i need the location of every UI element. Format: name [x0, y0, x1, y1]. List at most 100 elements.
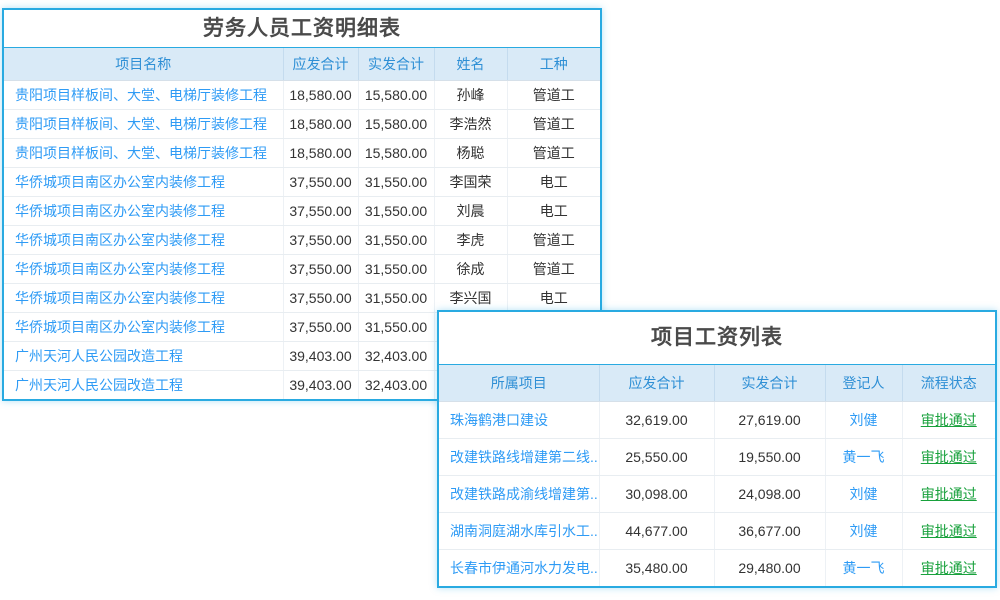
payable-total-value: 18,580.00 [283, 138, 359, 168]
table-row: 华侨城项目南区办公室内装修工程 37,550.00 31,550.00 李兴国 电工 [4, 283, 600, 313]
table-row: 珠海鹤港口建设 32,619.00 27,619.00 刘健 审批通过 [439, 401, 995, 439]
project-name-link[interactable]: 贵阳项目样板间、大堂、电梯厅装修工程 [4, 109, 284, 139]
project-name-link[interactable]: 改建铁路成渝线增建第... [439, 475, 600, 513]
project-name-link[interactable]: 改建铁路线增建第二线... [439, 438, 600, 476]
project-name-link[interactable]: 华侨城项目南区办公室内装修工程 [4, 225, 284, 255]
paid-total-value: 19,550.00 [714, 438, 826, 476]
paid-total-value: 31,550.00 [358, 167, 435, 197]
worker-name: 徐成 [434, 254, 508, 284]
job-type: 管道工 [507, 80, 600, 110]
payable-total-value: 39,403.00 [283, 370, 359, 399]
paid-total-value: 36,677.00 [714, 512, 826, 550]
paid-total-value: 31,550.00 [358, 225, 435, 255]
payable-total-value: 35,480.00 [599, 549, 715, 586]
table-row: 华侨城项目南区办公室内装修工程 37,550.00 31,550.00 李虎 管道工 [4, 225, 600, 255]
table-row: 改建铁路成渝线增建第... 30,098.00 24,098.00 刘健 审批通过 [439, 475, 995, 513]
payable-total-value: 44,677.00 [599, 512, 715, 550]
payable-total-value: 37,550.00 [283, 167, 359, 197]
registrant-link[interactable]: 刘健 [825, 475, 903, 513]
project-name-link[interactable]: 华侨城项目南区办公室内装修工程 [4, 254, 284, 284]
payable-total-value: 37,550.00 [283, 283, 359, 313]
project-name-link[interactable]: 湖南洞庭湖水库引水工... [439, 512, 600, 550]
job-type: 电工 [507, 167, 600, 197]
column-header-worker-name: 姓名 [434, 48, 508, 81]
project-table-title: 项目工资列表 [439, 312, 995, 365]
worker-name: 李浩然 [434, 109, 508, 139]
paid-total-value: 31,550.00 [358, 196, 435, 226]
paid-total-value: 15,580.00 [358, 109, 435, 139]
job-type: 管道工 [507, 254, 600, 284]
flow-status-link[interactable]: 审批通过 [902, 438, 995, 476]
project-name-link[interactable]: 华侨城项目南区办公室内装修工程 [4, 312, 284, 342]
column-header-belonging-project: 所属项目 [439, 365, 600, 402]
table-row: 华侨城项目南区办公室内装修工程 37,550.00 31,550.00 刘晨 电工 [4, 196, 600, 226]
flow-status-link[interactable]: 审批通过 [902, 475, 995, 513]
project-name-link[interactable]: 贵阳项目样板间、大堂、电梯厅装修工程 [4, 138, 284, 168]
project-name-link[interactable]: 珠海鹤港口建设 [439, 401, 600, 439]
table-row: 华侨城项目南区办公室内装修工程 37,550.00 31,550.00 李国荣 电工 [4, 167, 600, 197]
job-type: 管道工 [507, 225, 600, 255]
column-header-payable-total: 应发合计 [599, 365, 715, 402]
worker-name: 李国荣 [434, 167, 508, 197]
table-row: 贵阳项目样板间、大堂、电梯厅装修工程 18,580.00 15,580.00 杨聪 管道… [4, 138, 600, 168]
project-salary-list-panel: 项目工资列表 所属项目 应发合计 实发合计 登记人 流程状态 珠海鹤港口建设 32… [437, 310, 997, 588]
table-row: 贵阳项目样板间、大堂、电梯厅装修工程 18,580.00 15,580.00 孙峰 管道… [4, 80, 600, 110]
registrant-link[interactable]: 刘健 [825, 512, 903, 550]
worker-name: 刘晨 [434, 196, 508, 226]
job-type: 管道工 [507, 109, 600, 139]
payable-total-value: 37,550.00 [283, 196, 359, 226]
payable-total-value: 18,580.00 [283, 80, 359, 110]
worker-name: 孙峰 [434, 80, 508, 110]
payable-total-value: 30,098.00 [599, 475, 715, 513]
paid-total-value: 32,403.00 [358, 341, 435, 371]
project-salary-table: 所属项目 应发合计 实发合计 登记人 流程状态 珠海鹤港口建设 32,619.00… [439, 365, 995, 586]
project-table-header-row: 所属项目 应发合计 实发合计 登记人 流程状态 [439, 365, 995, 402]
worker-name: 李兴国 [434, 283, 508, 313]
project-name-link[interactable]: 华侨城项目南区办公室内装修工程 [4, 196, 284, 226]
labor-table-title: 劳务人员工资明细表 [4, 10, 600, 48]
project-name-link[interactable]: 华侨城项目南区办公室内装修工程 [4, 167, 284, 197]
column-header-paid-total: 实发合计 [714, 365, 826, 402]
paid-total-value: 15,580.00 [358, 80, 435, 110]
column-header-paid-total: 实发合计 [358, 48, 435, 81]
paid-total-value: 31,550.00 [358, 312, 435, 342]
job-type: 电工 [507, 283, 600, 313]
project-name-link[interactable]: 贵阳项目样板间、大堂、电梯厅装修工程 [4, 80, 284, 110]
payable-total-value: 18,580.00 [283, 109, 359, 139]
column-header-flow-status: 流程状态 [902, 365, 995, 402]
table-row: 贵阳项目样板间、大堂、电梯厅装修工程 18,580.00 15,580.00 李浩然管… [4, 109, 600, 139]
paid-total-value: 29,480.00 [714, 549, 826, 586]
paid-total-value: 24,098.00 [714, 475, 826, 513]
payable-total-value: 32,619.00 [599, 401, 715, 439]
table-row: 长春市伊通河水力发电... 35,480.00 29,480.00 黄一飞 审批通过 [439, 549, 995, 586]
paid-total-value: 31,550.00 [358, 283, 435, 313]
worker-name: 李虎 [434, 225, 508, 255]
table-row: 华侨城项目南区办公室内装修工程 37,550.00 31,550.00 徐成 管道工 [4, 254, 600, 284]
job-type: 电工 [507, 196, 600, 226]
paid-total-value: 27,619.00 [714, 401, 826, 439]
payable-total-value: 39,403.00 [283, 341, 359, 371]
column-header-registrant: 登记人 [825, 365, 903, 402]
registrant-link[interactable]: 黄一飞 [825, 549, 903, 586]
project-name-link[interactable]: 长春市伊通河水力发电... [439, 549, 600, 586]
payable-total-value: 37,550.00 [283, 312, 359, 342]
payable-total-value: 25,550.00 [599, 438, 715, 476]
flow-status-link[interactable]: 审批通过 [902, 512, 995, 550]
paid-total-value: 32,403.00 [358, 370, 435, 399]
flow-status-link[interactable]: 审批通过 [902, 401, 995, 439]
job-type: 管道工 [507, 138, 600, 168]
table-row: 湖南洞庭湖水库引水工... 44,677.00 36,677.00 刘健 审批通过 [439, 512, 995, 550]
project-name-link[interactable]: 华侨城项目南区办公室内装修工程 [4, 283, 284, 313]
column-header-job-type: 工种 [507, 48, 600, 81]
column-header-project-name: 项目名称 [4, 48, 284, 81]
registrant-link[interactable]: 黄一飞 [825, 438, 903, 476]
payable-total-value: 37,550.00 [283, 254, 359, 284]
project-name-link[interactable]: 广州天河人民公园改造工程 [4, 341, 284, 371]
project-name-link[interactable]: 广州天河人民公园改造工程 [4, 370, 284, 399]
flow-status-link[interactable]: 审批通过 [920, 560, 977, 576]
worker-name: 杨聪 [434, 138, 508, 168]
registrant-link[interactable]: 刘健 [825, 401, 903, 439]
paid-total-value: 31,550.00 [358, 254, 435, 284]
labor-table-header-row: 项目名称 应发合计 实发合计 姓名 工种 [4, 48, 600, 81]
column-header-payable-total: 应发合计 [283, 48, 359, 81]
